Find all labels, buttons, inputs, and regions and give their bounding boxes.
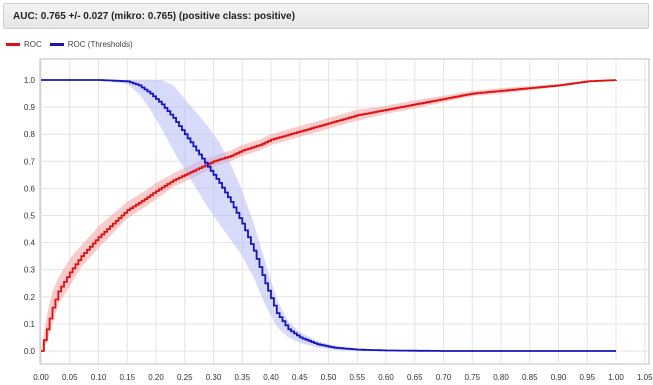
confidence-band-roc-thresholds [41,80,616,351]
legend-swatch-roc [6,42,20,46]
y-tick-label: 1.0 [24,76,36,85]
y-tick-label: 0.6 [24,184,36,193]
x-tick-label: 0.45 [292,373,308,382]
x-tick-label: 0.25 [177,373,193,382]
series-lines [41,79,617,352]
x-tick-label: 0.70 [436,373,452,382]
y-tick-label: 0.7 [24,157,36,166]
x-tick-label: 0.10 [91,373,107,382]
x-tick-label: 0.40 [263,373,279,382]
x-tick-label: 0.50 [321,373,337,382]
y-tick-label: 0.2 [24,293,36,302]
x-axis-ticks: 0.00 0.05 0.10 0.15 0.20 0.25 0.30 0.35 0.40 0.45… [33,373,653,382]
x-tick-label: 0.60 [378,373,394,382]
x-tick-label: 0.05 [62,373,78,382]
legend-label-roc-thresholds: ROC (Thresholds) [67,39,133,49]
y-tick-label: 0.1 [24,320,36,329]
x-tick-label: 0.00 [33,373,49,382]
y-tick-label: 0.0 [24,347,36,356]
series-line-roc-thresholds [41,79,616,352]
chart-title: AUC: 0.765 +/- 0.027 (mikro: 0.765) (pos… [13,11,296,22]
y-tick-label: 0.3 [24,266,36,275]
x-tick-label: 1.05 [637,373,653,382]
legend-label-roc: ROC [24,39,42,49]
series-line-roc [41,79,617,352]
x-tick-label: 0.65 [407,373,423,382]
x-tick-label: 0.30 [206,373,222,382]
y-tick-label: 0.8 [24,130,36,139]
y-tick-label: 0.4 [24,239,36,248]
x-tick-label: 0.85 [522,373,538,382]
x-tick-label: 0.80 [493,373,509,382]
y-tick-label: 0.5 [24,212,36,221]
x-tick-label: 0.20 [148,373,164,382]
y-tick-label: 0.9 [24,103,36,112]
x-tick-label: 0.55 [349,373,365,382]
x-tick-label: 0.95 [579,373,595,382]
legend-swatch-roc-thresholds [49,42,64,46]
plot-area [39,58,650,365]
x-tick-label: 0.90 [551,373,567,382]
x-tick-label: 1.00 [608,373,624,382]
legend: ROC ROC (Thresholds) [6,37,141,51]
x-tick-label: 0.15 [119,373,135,382]
legend-item-roc: ROC [6,40,42,49]
legend-item-roc-thresholds: ROC (Thresholds) [49,39,133,49]
x-tick-label: 0.35 [234,373,250,382]
x-tick-label: 0.75 [464,373,480,382]
confidence-bands [41,80,616,351]
y-axis-ticks: 0.0 0.1 0.2 0.3 0.4 0.5 0.6 0.7 0.8 0.9 1.0 [24,76,36,356]
chart-title-bar: AUC: 0.765 +/- 0.027 (mikro: 0.765) (pos… [3,3,649,29]
